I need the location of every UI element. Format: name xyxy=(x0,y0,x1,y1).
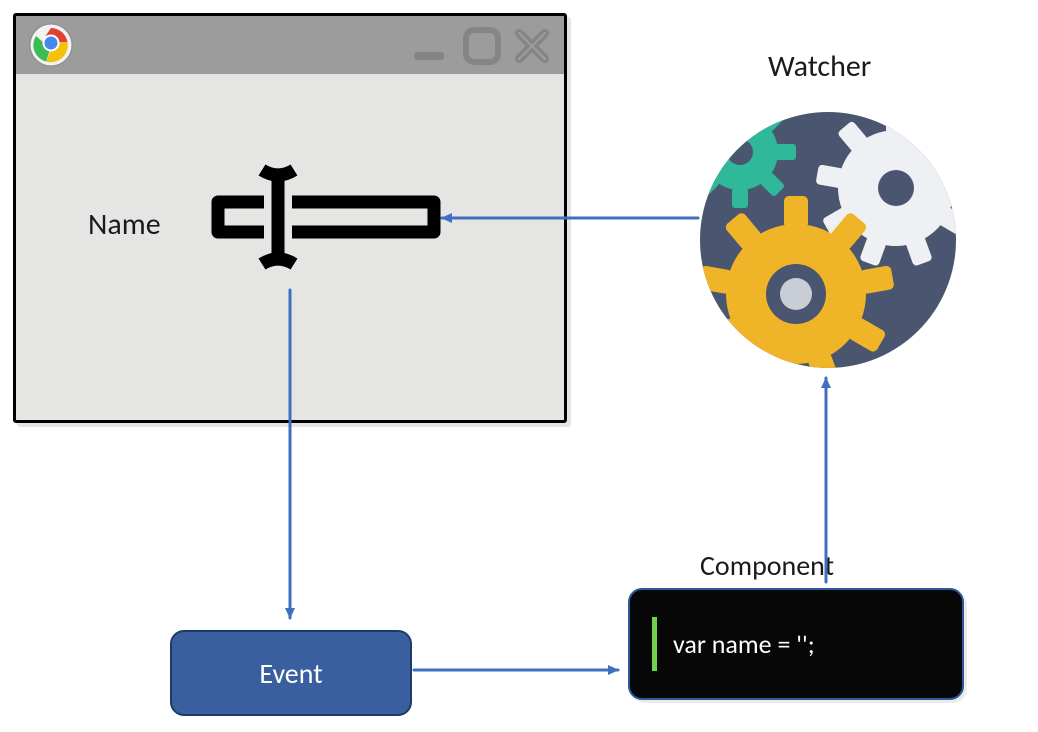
arrows xyxy=(0,0,1038,732)
